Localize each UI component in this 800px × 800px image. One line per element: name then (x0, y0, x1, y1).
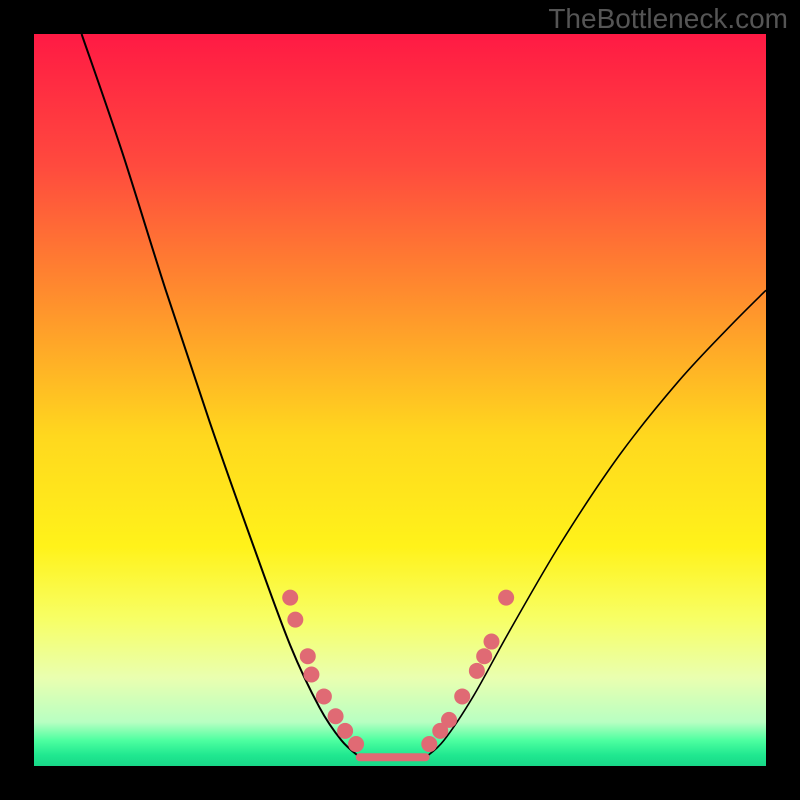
data-marker (454, 688, 470, 704)
data-marker (469, 663, 485, 679)
data-marker (348, 736, 364, 752)
data-marker (498, 590, 514, 606)
data-marker (282, 590, 298, 606)
data-marker (300, 648, 316, 664)
data-marker (337, 723, 353, 739)
watermark-text: TheBottleneck.com (548, 3, 788, 34)
data-marker (441, 712, 457, 728)
data-marker (476, 648, 492, 664)
plot-area (34, 34, 766, 766)
data-marker (303, 667, 319, 683)
data-marker (421, 736, 437, 752)
data-marker (484, 634, 500, 650)
data-marker (287, 612, 303, 628)
chart-root: TheBottleneck.com (0, 0, 800, 800)
data-marker (316, 688, 332, 704)
data-marker (328, 708, 344, 724)
